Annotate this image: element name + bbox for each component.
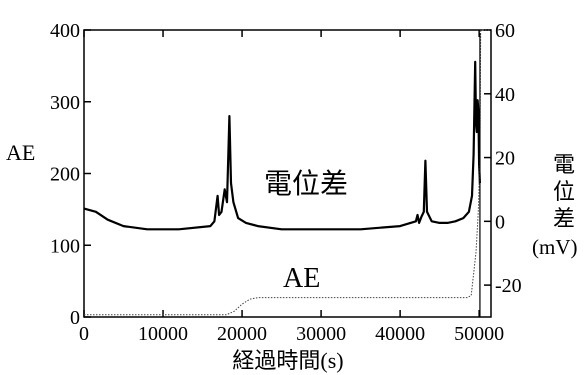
y-left-tick-label: 300 [50, 92, 80, 114]
x-tick-label: 0 [79, 323, 89, 345]
y-right-tick-label: 20 [495, 148, 515, 170]
series-layer [83, 29, 491, 317]
y-left-tick-label: 0 [70, 307, 80, 329]
x-axis-title: 経過時間(s) [232, 348, 343, 373]
y-right-tick-label: -20 [495, 275, 522, 297]
right-axis-title-4: (mV) [532, 235, 578, 259]
y-left-tick-label: 400 [50, 20, 80, 42]
ticks-layer: 0 10000 20000 30000 40000 500000100200300400-… [50, 20, 522, 345]
right-axis-title-2: 位 [553, 179, 575, 204]
right-axis-title-1: 電 [553, 152, 575, 177]
x-tick-label: 20000 [217, 323, 267, 345]
y-right-tick-label: 40 [495, 84, 515, 106]
x-tick-label: 30000 [296, 323, 346, 345]
x-tick-label: 10000 [138, 323, 188, 345]
annotation-ae: AE [283, 263, 320, 294]
series-line-potential [83, 60, 481, 231]
series-line-ae [84, 29, 491, 316]
y-right-tick-label: 60 [495, 20, 515, 42]
x-tick-label: 50000 [454, 323, 504, 345]
annotation-potential: 電位差 [264, 167, 348, 200]
right-axis-title-3: 差 [553, 206, 575, 231]
y-left-tick-label: 100 [50, 235, 80, 257]
y-left-tick-label: 200 [50, 164, 80, 186]
x-tick-label: 40000 [375, 323, 425, 345]
left-axis-title: AE [6, 140, 35, 165]
y-right-tick-label: 0 [495, 211, 505, 233]
